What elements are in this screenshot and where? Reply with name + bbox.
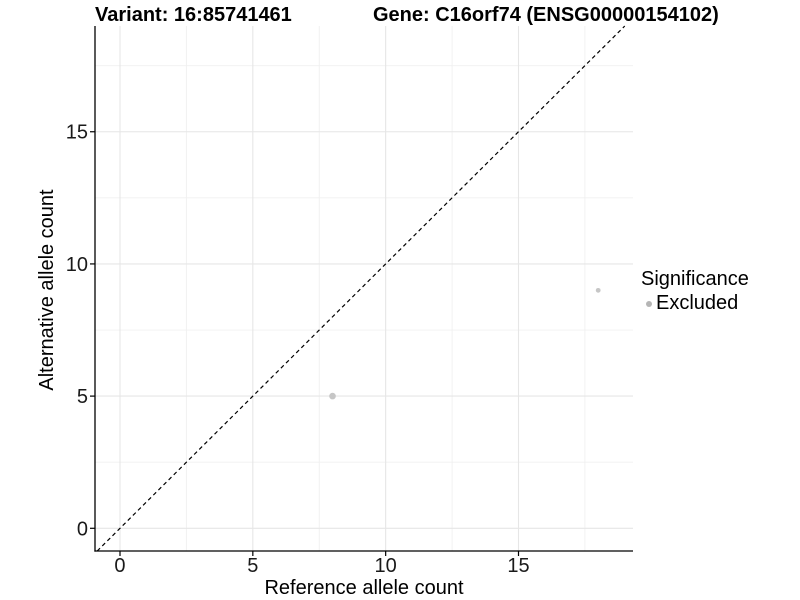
legend: Significance Excluded xyxy=(641,268,749,315)
y-tick-label: 15 xyxy=(66,122,88,144)
y-tick-label: 0 xyxy=(77,518,88,540)
x-tick-label: 5 xyxy=(247,555,258,577)
x-tick-label: 15 xyxy=(507,555,529,577)
data-point xyxy=(329,392,336,400)
legend-item-label: Excluded xyxy=(656,292,739,314)
y-tick-label: 10 xyxy=(66,254,88,276)
plot-title-gene: Gene: C16orf74 (ENSG00000154102) xyxy=(373,4,719,26)
legend-point-icon xyxy=(646,300,652,307)
identity-dashed-line xyxy=(96,25,626,552)
legend-title: Significance xyxy=(641,268,749,290)
legend-item-excluded: Excluded xyxy=(641,292,749,315)
x-axis-label: Reference allele count xyxy=(264,577,464,599)
x-tick-label: 10 xyxy=(375,555,397,577)
data-point xyxy=(595,287,601,293)
plot-title-variant: Variant: 16:85741461 xyxy=(95,4,292,26)
y-tick-label: 5 xyxy=(77,386,88,408)
y-axis-label: Alternative allele count xyxy=(36,189,58,391)
x-tick-label: 0 xyxy=(114,555,125,577)
